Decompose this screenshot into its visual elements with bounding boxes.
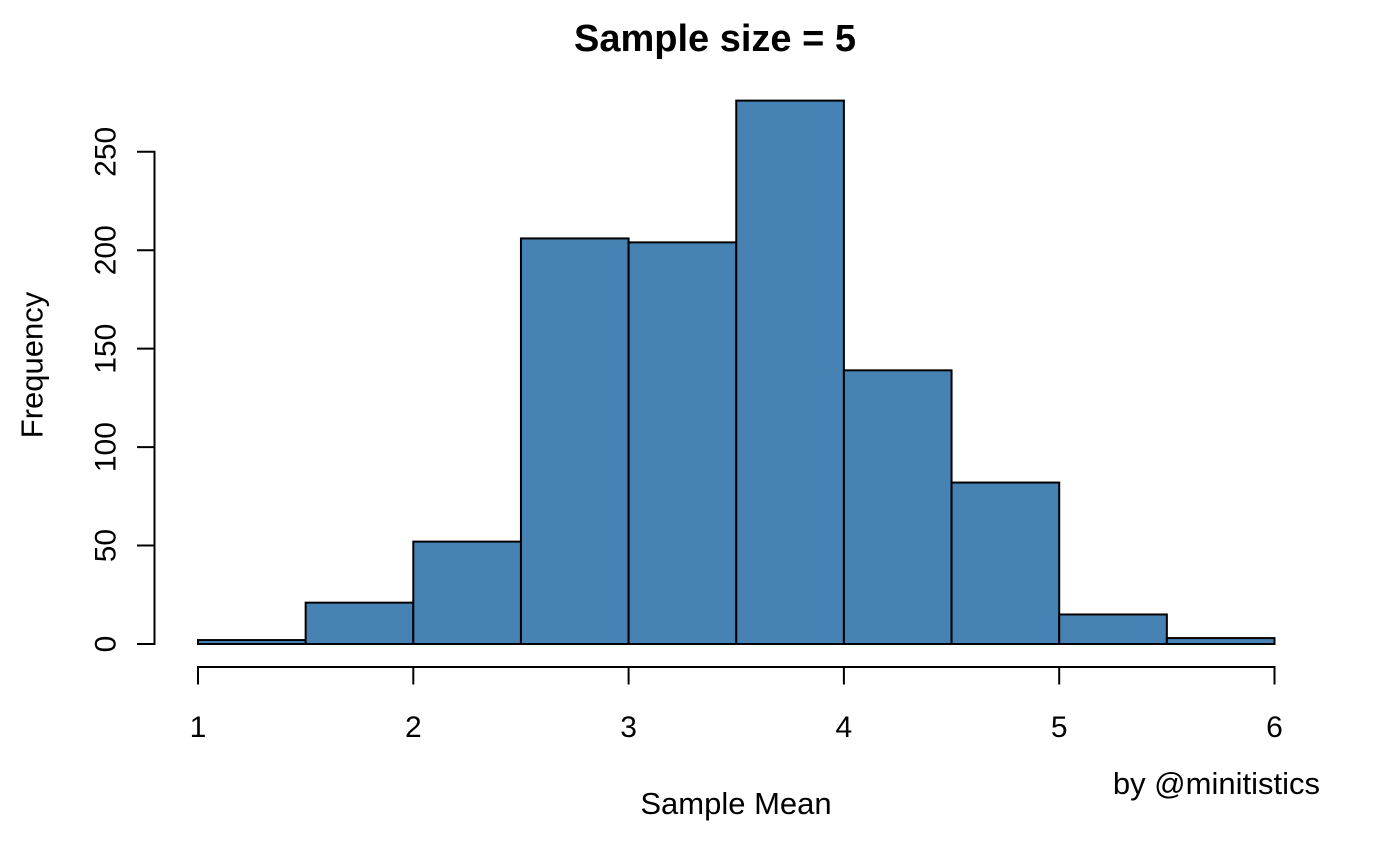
- histogram-bar: [1058, 613, 1168, 646]
- y-tick-label: 250: [90, 127, 123, 177]
- histogram-bar: [842, 369, 953, 645]
- histogram-bar: [950, 481, 1061, 646]
- watermark-credit: by @minitistics: [1112, 766, 1320, 801]
- x-tick-label: 3: [620, 711, 637, 744]
- histogram-bar: [735, 99, 845, 645]
- histogram-bar: [412, 540, 522, 645]
- x-tick-label: 4: [836, 711, 853, 744]
- x-tick-label: 2: [405, 711, 422, 744]
- x-tick-label: 1: [190, 711, 207, 744]
- histogram-bar: [304, 601, 415, 646]
- histogram-bar: [197, 639, 307, 645]
- y-axis-title: Frequency: [14, 291, 50, 439]
- histogram-bar: [1165, 637, 1276, 646]
- histogram-bar: [627, 241, 738, 645]
- histogram-bar: [519, 237, 630, 646]
- y-tick-label: 0: [90, 636, 123, 653]
- x-tick-label: 5: [1051, 711, 1068, 744]
- chart-title: Sample size = 5: [574, 18, 856, 60]
- y-tick-label: 200: [90, 225, 123, 275]
- y-tick-label: 100: [90, 422, 123, 472]
- y-tick-label: 50: [90, 529, 123, 562]
- y-tick-label: 150: [90, 324, 123, 374]
- x-axis-title: Sample Mean: [640, 786, 832, 821]
- x-tick-label: 6: [1266, 711, 1283, 744]
